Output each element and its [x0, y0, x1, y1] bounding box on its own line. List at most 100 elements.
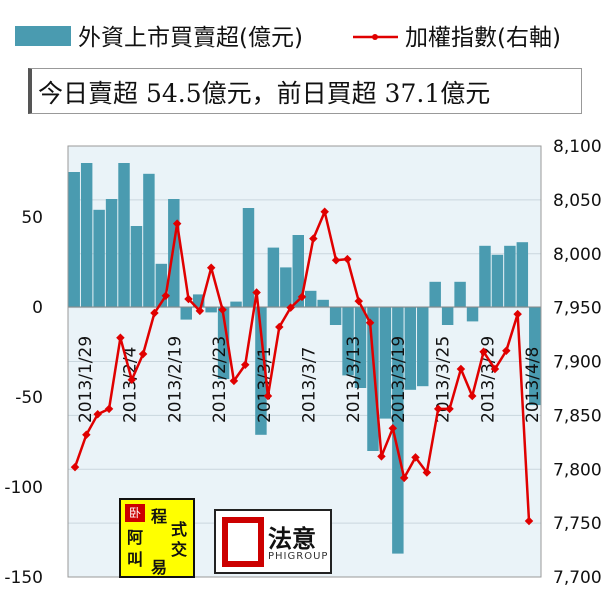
left-axis-ticks: 50 0 -50 -100 -150 — [4, 208, 43, 588]
line-point — [229, 376, 239, 386]
line-point — [331, 255, 341, 265]
line-point — [161, 291, 171, 301]
logo-char: 易 — [151, 558, 168, 577]
x-tick-label: 2013/2/23 — [210, 336, 230, 423]
line-point — [206, 263, 216, 273]
logo-char: 交 — [171, 540, 188, 559]
right-tick-label: 8,100 — [553, 137, 602, 157]
bar — [342, 307, 354, 376]
logo-char: 式 — [171, 520, 188, 539]
bar — [392, 307, 404, 554]
line-series — [70, 207, 534, 526]
legend-line-marker — [372, 34, 378, 40]
legend-bar-swatch — [15, 26, 71, 46]
x-tick-label: 2013/2/19 — [165, 336, 185, 423]
line-point — [195, 306, 205, 316]
line-point — [93, 410, 102, 419]
bar — [217, 307, 230, 379]
left-tick-label: -100 — [4, 478, 43, 498]
right-tick-label: 7,800 — [553, 460, 602, 480]
line-point — [297, 292, 307, 302]
bar — [491, 254, 504, 307]
bar — [255, 307, 267, 435]
bar — [143, 173, 155, 307]
bar — [317, 299, 329, 307]
x-tick-label: 2013/3/29 — [478, 336, 498, 423]
bar — [68, 172, 80, 307]
bar — [267, 247, 280, 307]
bar — [454, 281, 466, 307]
line-point — [479, 347, 488, 357]
bar — [155, 263, 168, 307]
bar — [205, 307, 217, 313]
bar — [404, 307, 417, 390]
bar — [516, 242, 529, 307]
x-tick-label: 2013/3/25 — [434, 336, 454, 423]
bar — [168, 199, 180, 307]
x-tick-label: 2013/3/19 — [389, 336, 409, 423]
bar — [280, 267, 292, 307]
bar — [180, 307, 192, 320]
line-point — [172, 219, 182, 228]
line-point — [399, 473, 409, 483]
logo-mark-icon: 卧 — [125, 504, 145, 522]
bar — [230, 301, 242, 307]
left-tick-label: -50 — [15, 388, 43, 408]
bar — [292, 235, 304, 307]
bar — [93, 209, 105, 307]
line-point — [422, 468, 432, 477]
line-point — [354, 296, 363, 306]
line-point — [377, 452, 386, 461]
bar-series — [68, 163, 541, 554]
line-point — [513, 309, 522, 319]
bar — [192, 294, 205, 307]
line-point — [456, 364, 466, 374]
line-point — [388, 424, 398, 433]
info-box — [28, 68, 582, 114]
line-point — [433, 404, 443, 414]
line-point — [150, 308, 159, 318]
logo-phigroup: 法意 PHIGROUP — [214, 509, 332, 574]
bar — [130, 226, 143, 307]
line-point — [524, 516, 534, 526]
legend-line-label: 加權指數(右軸) — [405, 25, 561, 51]
left-tick-label: 50 — [21, 208, 43, 228]
x-tick-label: 2013/2/4 — [121, 347, 141, 423]
line-point — [70, 462, 80, 472]
line-point — [241, 360, 250, 369]
line-point — [445, 404, 454, 414]
line-point — [82, 430, 91, 440]
logo-program-trading: 卧 程 式 阿 交 叫 易 — [119, 498, 195, 578]
bar — [441, 307, 454, 325]
x-tick-label: 2013/4/8 — [523, 347, 543, 423]
bar — [479, 245, 491, 307]
bar — [118, 163, 130, 307]
right-tick-label: 7,950 — [553, 299, 602, 319]
phigroup-mark-icon — [222, 517, 264, 567]
line-point — [275, 322, 284, 332]
line-point — [104, 404, 114, 414]
bar — [466, 307, 479, 322]
line-point — [411, 453, 420, 462]
x-tick-label: 2013/3/1 — [255, 347, 275, 423]
logo-text: 法意 — [268, 525, 316, 553]
right-tick-label: 7,850 — [553, 406, 602, 426]
bar — [329, 307, 342, 325]
line-point — [343, 254, 352, 264]
x-tick-label: 2013/1/29 — [76, 336, 96, 423]
right-axis-ticks: 8,100 8,050 8,000 7,950 7,900 7,850 7,800 7,750… — [553, 137, 602, 588]
left-tick-label: 0 — [32, 298, 43, 318]
line-point — [309, 234, 318, 243]
bar — [367, 307, 379, 451]
line-point — [502, 346, 511, 355]
x-tick-label: 2013/3/13 — [344, 336, 364, 423]
x-axis-labels: 2013/1/29 2013/2/4 2013/2/19 2013/2/23 2013/… — [76, 336, 543, 423]
bar — [429, 281, 441, 307]
line-point — [252, 288, 261, 297]
line-point — [127, 375, 136, 385]
right-tick-label: 7,700 — [553, 568, 602, 588]
line-point — [286, 303, 295, 312]
right-tick-label: 8,050 — [553, 191, 602, 211]
bar — [105, 199, 118, 307]
logo-subtext: PHIGROUP — [268, 551, 329, 562]
